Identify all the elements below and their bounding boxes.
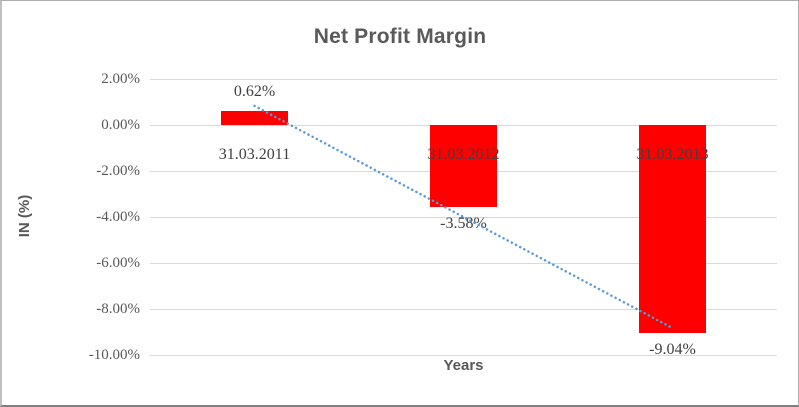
- y-axis-tick-label: -6.00%: [96, 255, 140, 271]
- y-axis-tick-label: -4.00%: [96, 209, 140, 225]
- x-axis-title: Years: [443, 357, 484, 374]
- y-axis-title-text: IN (%): [16, 194, 33, 238]
- category-label: 31.03.2011: [218, 146, 291, 163]
- y-axis-tick-label: -8.00%: [96, 301, 140, 317]
- category-label: 31.03.2013: [636, 146, 709, 163]
- y-axis-tick-label: 0.00%: [101, 117, 140, 133]
- bar-31.03.2011[interactable]: [221, 110, 288, 125]
- gridline: [150, 78, 777, 80]
- y-axis-tick-label: 2.00%: [101, 71, 140, 87]
- y-axis-tick-label: -10.00%: [88, 347, 140, 363]
- chart-title: Net Profit Margin: [313, 25, 487, 48]
- data-label: -3.58%: [440, 215, 487, 233]
- data-label: 0.62%: [233, 82, 276, 100]
- y-axis-tick-label: -2.00%: [96, 163, 140, 179]
- bar-31.03.2012[interactable]: [430, 125, 497, 208]
- data-label: -9.04%: [649, 340, 696, 358]
- category-label: 31.03.2012: [427, 146, 500, 163]
- gridline: [150, 354, 777, 356]
